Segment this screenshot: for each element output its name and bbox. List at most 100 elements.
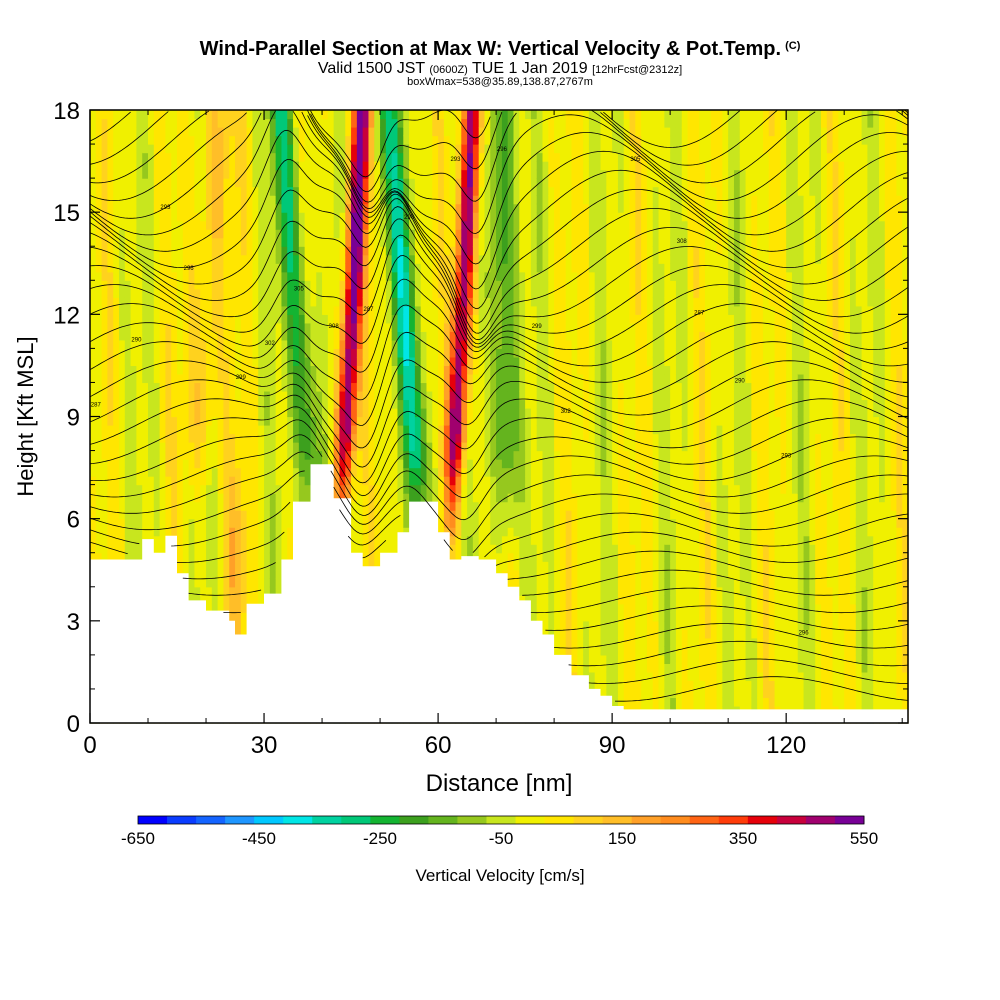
field-cell: [351, 288, 358, 298]
field-cell: [356, 450, 364, 460]
field-cell: [484, 544, 491, 554]
field-cell: [449, 271, 457, 281]
field-cell: [414, 322, 422, 332]
field-cell: [449, 212, 457, 222]
field-cell: [269, 373, 277, 384]
field-cell: [467, 467, 474, 477]
field-cell: [235, 254, 242, 264]
field-cell: [339, 169, 346, 179]
field-cell: [461, 373, 468, 384]
field-cell: [478, 127, 486, 137]
field-cell: [414, 161, 422, 171]
field-cell: [153, 527, 161, 537]
field-cell: [287, 144, 294, 154]
field-cell: [432, 399, 439, 409]
field-cell: [188, 203, 196, 213]
field-cell: [130, 127, 138, 137]
field-cell: [153, 382, 161, 392]
field-cell: [95, 220, 103, 230]
field-cell: [211, 305, 219, 315]
field-cell: [264, 407, 271, 418]
field-cell: [385, 127, 393, 137]
field-cell: [449, 501, 457, 511]
field-cell: [136, 314, 143, 324]
field-cell: [142, 331, 149, 341]
field-cell: [200, 203, 207, 213]
field-cell: [124, 348, 132, 358]
field-cell: [211, 237, 219, 247]
field-cell: [322, 331, 329, 341]
field-cell: [304, 212, 312, 222]
field-cell: [136, 263, 143, 273]
field-cell: [182, 152, 190, 162]
field-cell: [142, 322, 149, 332]
field-cell: [113, 144, 120, 154]
field-cell: [461, 331, 468, 341]
field-cell: [142, 416, 149, 426]
field-cell: [368, 305, 375, 315]
field-cell: [171, 144, 178, 154]
field-cell: [95, 288, 103, 298]
field-cell: [206, 178, 213, 188]
field-cell: [153, 399, 161, 409]
field-cell: [101, 297, 108, 307]
field-cell: [310, 127, 317, 137]
field-cell: [409, 433, 416, 443]
field-cell: [217, 425, 225, 435]
field-cell: [351, 322, 358, 332]
field-cell: [229, 535, 236, 545]
field-cell: [269, 569, 277, 579]
field-cell: [467, 246, 474, 256]
field-cell: [472, 484, 480, 494]
field-cell: [240, 178, 248, 188]
field-cell: [356, 365, 364, 375]
field-cell: [159, 246, 167, 256]
field-cell: [322, 365, 329, 375]
field-cell: [432, 450, 439, 460]
field-cell: [478, 144, 486, 154]
field-cell: [101, 305, 108, 315]
field-cell: [316, 407, 323, 418]
field-cell: [414, 382, 422, 392]
field-cell: [124, 510, 132, 520]
field-cell: [229, 373, 236, 384]
field-cell: [403, 161, 410, 171]
field-cell: [130, 552, 138, 562]
field-cell: [281, 552, 288, 562]
field-cell: [403, 527, 410, 537]
field-cell: [368, 169, 375, 179]
field-cell: [368, 220, 375, 230]
field-cell: [391, 493, 399, 503]
field-cell: [281, 373, 288, 384]
field-cell: [206, 195, 213, 205]
field-cell: [333, 348, 341, 358]
field-cell: [455, 229, 462, 239]
field-cell: [287, 314, 294, 324]
field-cell: [252, 552, 259, 562]
field-cell: [113, 186, 120, 196]
field-cell: [194, 535, 201, 545]
field-cell: [449, 518, 457, 528]
field-cell: [252, 416, 259, 426]
field-cell: [385, 527, 393, 537]
field-cell: [385, 169, 393, 179]
field-cell: [275, 195, 283, 205]
field-cell: [107, 535, 114, 545]
field-cell: [200, 476, 207, 486]
field-cell: [188, 382, 196, 392]
field-cell: [345, 135, 352, 145]
field-cell: [426, 280, 433, 290]
field-cell: [142, 390, 149, 401]
field-cell: [351, 110, 358, 120]
field-cell: [432, 467, 439, 477]
field-cell: [217, 407, 225, 418]
field-cell: [200, 229, 207, 239]
field-cell: [298, 442, 306, 452]
field-cell: [95, 416, 103, 426]
field-cell: [345, 220, 352, 230]
field-cell: [455, 161, 462, 171]
field-cell: [107, 195, 114, 205]
field-cell: [136, 348, 143, 358]
field-cell: [316, 220, 323, 230]
field-cell: [438, 144, 445, 154]
